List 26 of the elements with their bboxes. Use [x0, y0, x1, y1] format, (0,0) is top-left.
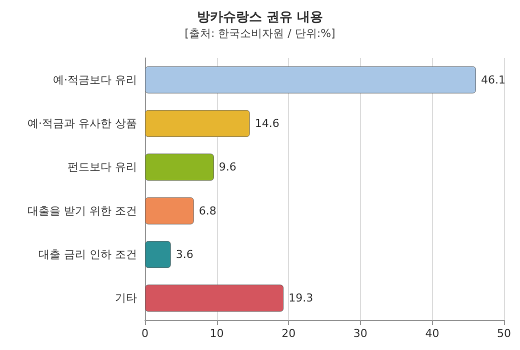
bar — [145, 66, 476, 94]
x-tick-label: 30 — [353, 327, 368, 340]
bar — [145, 240, 171, 268]
data-label: 19.3 — [288, 292, 314, 305]
y-tick-label: 예·적금과 유사한 상품 — [28, 117, 137, 130]
chart-title: 방카슈랑스 권유 내용 — [196, 10, 324, 25]
x-tick-label: 50 — [497, 327, 511, 340]
bar — [145, 110, 250, 138]
x-tick-label: 0 — [142, 327, 148, 340]
data-label: 6.8 — [198, 204, 216, 218]
bar — [145, 154, 214, 181]
data-label: 3.6 — [176, 248, 194, 261]
bar — [145, 284, 284, 312]
y-tick-label: 예·적금보다 유리 — [53, 73, 137, 86]
y-tick-label: 기타 — [115, 292, 137, 305]
bar — [145, 197, 194, 224]
x-tick-label: 40 — [425, 327, 440, 340]
chart-subtitle: [출처: 한국소비자원 / 단위:%] — [184, 27, 336, 40]
data-label: 14.6 — [254, 117, 280, 130]
x-tick-label: 20 — [282, 327, 296, 340]
x-tick-label: 10 — [210, 327, 224, 340]
y-tick-label: 펀드보다 유리 — [68, 160, 137, 174]
y-tick-label: 대출을 받기 위한 조건 — [28, 204, 137, 218]
y-tick-label: 대출 금리 인하 조건 — [38, 248, 137, 261]
data-label: 9.6 — [218, 160, 236, 174]
data-label: 46.1 — [481, 73, 506, 86]
